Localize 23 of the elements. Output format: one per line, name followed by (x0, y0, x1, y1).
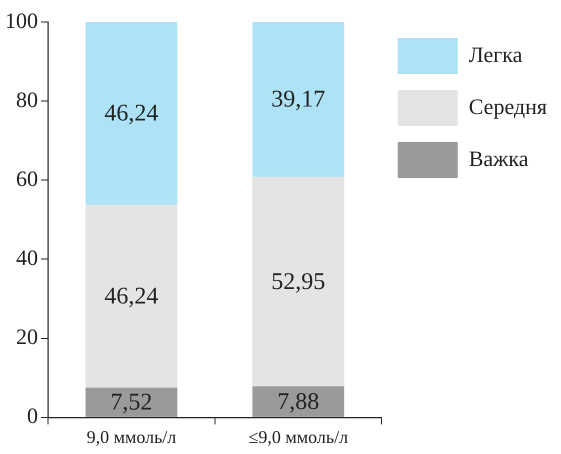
y-tick-label: 40 (16, 245, 38, 270)
data-label: 7,88 (277, 388, 320, 415)
legend-label: Легка (468, 42, 523, 67)
bar (86, 22, 178, 205)
x-tick-label: ≤9,0 ммоль/л (248, 426, 348, 447)
data-label: 39,17 (271, 86, 326, 113)
y-tick-label: 100 (5, 8, 38, 33)
y-tick-label: 60 (16, 166, 38, 191)
legend-label: Середня (468, 94, 548, 119)
x-tick-label: 9,0 ммоль/л (86, 426, 176, 447)
data-label: 52,95 (271, 268, 326, 295)
y-tick-label: 80 (16, 86, 38, 112)
bar (252, 22, 344, 177)
y-tick-label: 20 (16, 324, 38, 350)
data-label: 46,24 (104, 100, 158, 127)
y-tick-label: 0 (27, 403, 38, 428)
legend-label: Важка (468, 146, 529, 171)
data-label: 7,52 (110, 390, 152, 416)
bar (86, 388, 178, 417)
bar (86, 204, 178, 388)
bar (252, 386, 344, 417)
data-label: 46,24 (104, 284, 158, 310)
bar (252, 176, 344, 386)
